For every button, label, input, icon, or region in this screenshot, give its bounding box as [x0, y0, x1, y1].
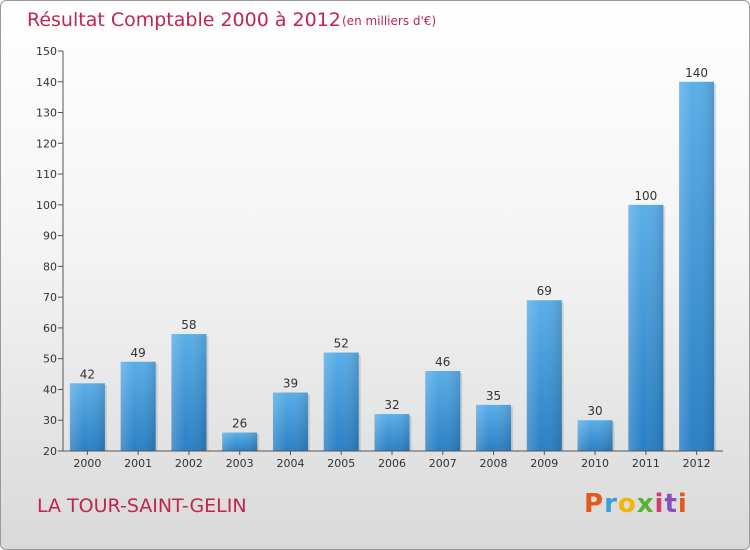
y-tick-label: 110	[36, 168, 57, 181]
x-tick-label: 2004	[276, 457, 304, 470]
bar-shade	[171, 334, 207, 451]
value-label: 42	[80, 367, 95, 381]
logo-letter: x	[636, 489, 655, 519]
bar-shade	[577, 420, 613, 451]
x-tick-label: 2003	[226, 457, 254, 470]
y-axis: 20 30 40 50 60 70 80 90 100 110 120 130 140 150	[36, 45, 64, 458]
bar-shade	[323, 352, 359, 451]
bar-shade	[425, 371, 461, 451]
x-tick-label: 2006	[378, 457, 406, 470]
value-label: 32	[384, 398, 399, 412]
y-tick-label: 150	[36, 45, 57, 58]
x-tick-label: 2005	[327, 457, 355, 470]
x-tick-label: 2001	[124, 457, 152, 470]
value-label: 46	[435, 355, 450, 369]
value-label: 49	[131, 346, 146, 360]
logo-letter: i	[654, 489, 665, 519]
value-label: 140	[685, 66, 708, 80]
value-label: 100	[634, 189, 657, 203]
x-tick-label: 2012	[683, 457, 711, 470]
place-name: LA TOUR-SAINT-GELIN	[37, 495, 247, 517]
logo-letter: r	[604, 489, 618, 519]
bar-shade	[628, 204, 664, 451]
y-tick-label: 120	[36, 137, 57, 150]
value-label: 26	[232, 417, 247, 431]
y-tick-label: 70	[43, 291, 57, 304]
logo-letter: t	[664, 489, 678, 519]
bar-shade	[679, 81, 715, 452]
bar-shade	[526, 300, 562, 451]
x-tick-label: 2008	[480, 457, 508, 470]
y-tick-label: 90	[43, 230, 57, 243]
value-label: 52	[334, 337, 349, 351]
y-tick-label: 20	[43, 445, 57, 458]
x-tick-label: 2009	[530, 457, 558, 470]
y-tick-label: 40	[43, 383, 57, 396]
bar-shade	[374, 414, 410, 451]
value-label: 58	[181, 318, 196, 332]
x-tick-label: 2010	[581, 457, 609, 470]
y-tick-label: 100	[36, 199, 57, 212]
logo-letter: i	[677, 489, 688, 519]
bar-shade	[120, 361, 156, 451]
bar-shade	[222, 432, 258, 451]
y-tick-label: 50	[43, 353, 57, 366]
value-label: 39	[283, 377, 298, 391]
bar-shade	[272, 392, 308, 451]
logo-letter: o	[617, 489, 637, 519]
bars: 42 49 58 26 39 52 32 46 35 69 30 100 140	[69, 66, 717, 452]
y-tick-label: 30	[43, 414, 57, 427]
y-tick-label: 80	[43, 260, 57, 273]
x-tick-label: 2011	[632, 457, 660, 470]
x-tick-label: 2007	[429, 457, 457, 470]
x-axis: 2000 2001 2002 2003 2004 2005 2006 2007 2008 2009…	[63, 450, 723, 470]
x-tick-label: 2000	[73, 457, 101, 470]
y-tick-label: 130	[36, 107, 57, 120]
value-label: 30	[587, 404, 602, 418]
y-tick-label: 140	[36, 76, 57, 89]
unit-label: (en milliers d'€)	[342, 14, 437, 28]
y-tick-label: 60	[43, 322, 57, 335]
x-tick-label: 2002	[175, 457, 203, 470]
bar-shade	[476, 404, 512, 451]
bar-shade	[69, 383, 105, 451]
logo-letter: P	[584, 489, 605, 519]
value-label: 35	[486, 389, 501, 403]
proxiti-logo: Proxiti	[584, 489, 688, 519]
value-label: 69	[537, 284, 552, 298]
chart-title: Résultat Comptable 2000 à 2012	[27, 9, 341, 31]
